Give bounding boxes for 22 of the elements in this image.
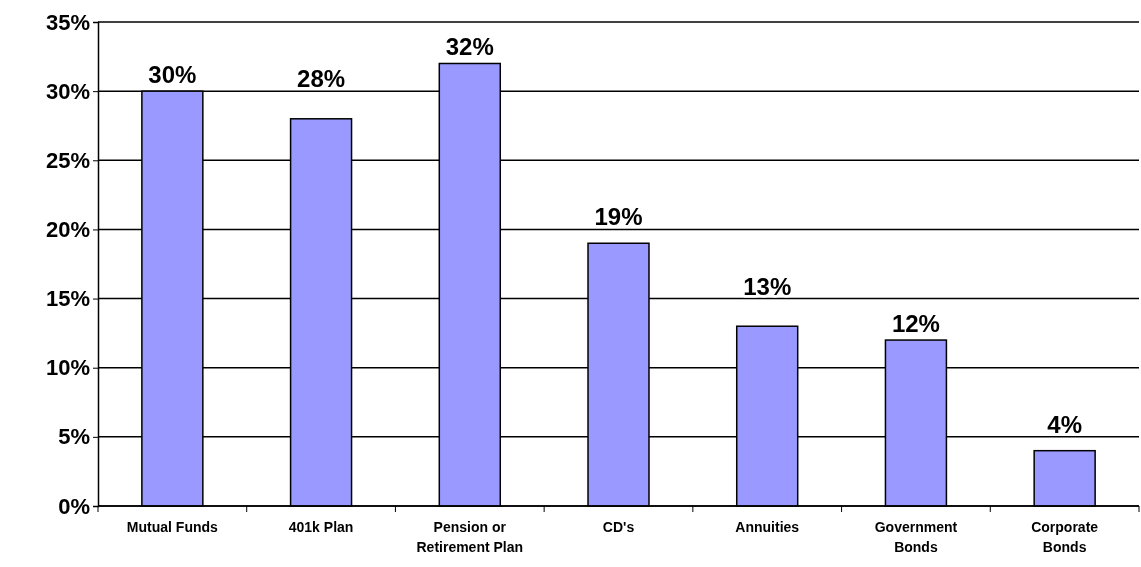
data-label: 13% bbox=[743, 272, 792, 300]
data-label: 12% bbox=[891, 310, 940, 338]
y-tick-label: 5% bbox=[58, 424, 90, 450]
data-label: 30% bbox=[148, 61, 197, 89]
y-tick-label: 25% bbox=[45, 147, 90, 173]
x-tick-label: Corporate Bonds bbox=[1031, 519, 1099, 556]
data-label: 28% bbox=[297, 65, 346, 93]
y-tick-label: 15% bbox=[45, 286, 90, 312]
y-tick-label: 20% bbox=[45, 216, 90, 242]
x-tick-label: Government Bonds bbox=[874, 519, 958, 556]
data-label: 4% bbox=[1047, 410, 1082, 438]
x-tick-label: 401k Plan bbox=[288, 519, 354, 535]
y-tick-label: 10% bbox=[45, 355, 90, 381]
x-tick-label: Pension or Retirement Plan bbox=[416, 519, 524, 556]
y-tick-label: 0% bbox=[58, 493, 90, 519]
x-tick-label: Mutual Funds bbox=[126, 519, 219, 535]
x-tick-label: Annuities bbox=[735, 519, 800, 535]
y-tick-label: 35% bbox=[45, 9, 90, 35]
y-tick-label: 30% bbox=[45, 78, 90, 104]
x-tick-label: CD's bbox=[602, 519, 635, 535]
data-label: 19% bbox=[594, 203, 643, 231]
data-label: 32% bbox=[445, 33, 494, 61]
